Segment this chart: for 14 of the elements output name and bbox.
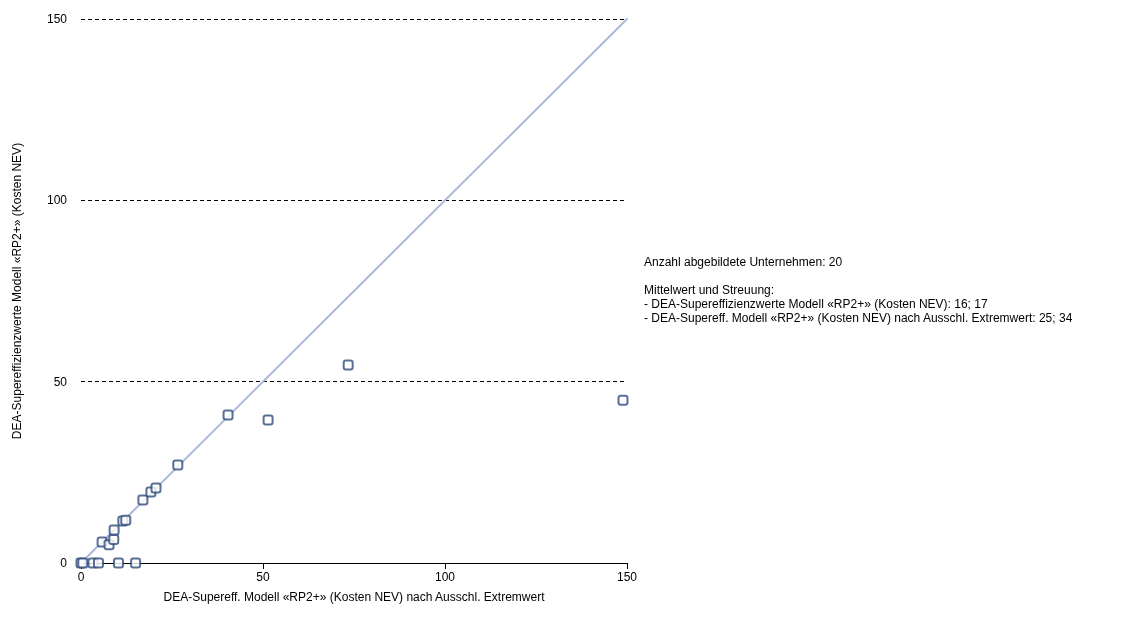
y-tick-label: 0 bbox=[60, 556, 68, 570]
x-tick-label: 100 bbox=[434, 570, 456, 584]
x-tick-label: 50 bbox=[256, 570, 270, 584]
y-axis-title: DEA-Supereffizienzwerte Modell «RP2+» (Kosten NEV) bbox=[10, 142, 24, 440]
text: Mittelwert und Streuung: bbox=[644, 283, 775, 297]
x-tick-label: 150 bbox=[616, 570, 638, 584]
text: - DEA-Supereffizienzwerte Modell «RP2+» (Kosten NEV): 16; 17 bbox=[644, 297, 988, 311]
x-tick-label: 0 bbox=[77, 570, 85, 584]
text: - DEA-Supereff. Modell «RP2+» (Kosten NEV) nach Ausschl. Extremwert: 25; 34 bbox=[644, 311, 1073, 325]
y-tick-label: 50 bbox=[53, 374, 68, 389]
text: Anzahl abgebildete Unternehmen: 20 bbox=[644, 255, 843, 269]
x-axis-title: DEA-Supereff. Modell «RP2+» (Kosten NEV) nach Ausschl. Extremwert bbox=[163, 590, 546, 604]
y-tick-label: 150 bbox=[46, 12, 68, 26]
y-tick-label: 100 bbox=[46, 193, 68, 208]
